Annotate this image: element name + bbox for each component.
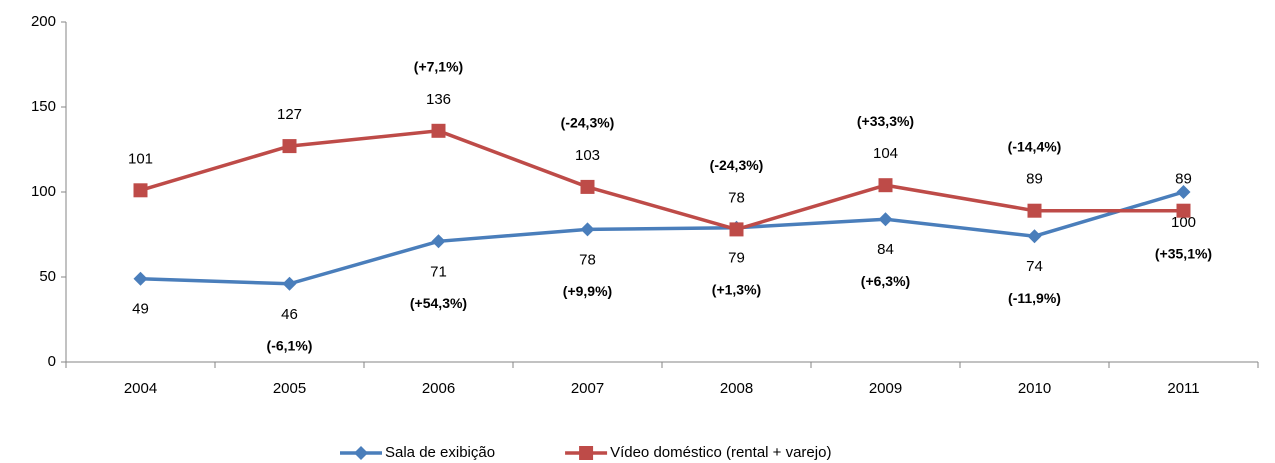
data-label: 89 bbox=[1175, 171, 1192, 188]
y-tick-label: 0 bbox=[48, 353, 56, 370]
point-marker bbox=[431, 123, 446, 138]
change-label: (+33,3%) bbox=[857, 113, 914, 129]
change-label: (-24,3%) bbox=[710, 157, 764, 173]
series-line bbox=[140, 190, 1184, 286]
x-tick-label: 2004 bbox=[124, 380, 157, 397]
change-label: (-11,9%) bbox=[1008, 290, 1061, 306]
data-label: 46 bbox=[281, 306, 298, 323]
data-label: 49 bbox=[132, 301, 149, 318]
data-label: 89 bbox=[1026, 171, 1043, 188]
y-tick-label: 150 bbox=[31, 98, 56, 115]
data-label: 79 bbox=[728, 250, 745, 267]
point-marker bbox=[133, 183, 148, 198]
point-marker bbox=[133, 271, 148, 286]
x-tick-label: 2008 bbox=[720, 380, 753, 397]
x-tick-label: 2007 bbox=[571, 380, 604, 397]
data-label: 100 bbox=[1171, 214, 1196, 231]
point-marker bbox=[1027, 229, 1042, 244]
point-marker bbox=[282, 139, 297, 154]
y-tick-label: 200 bbox=[31, 13, 56, 30]
legend-label: Sala de exibição bbox=[385, 444, 495, 461]
point-marker bbox=[729, 222, 744, 237]
data-label: 78 bbox=[728, 189, 745, 206]
point-marker bbox=[1027, 203, 1042, 218]
data-label: 84 bbox=[877, 241, 894, 258]
point-marker bbox=[580, 222, 595, 237]
point-marker bbox=[1176, 185, 1191, 199]
data-label: 74 bbox=[1026, 258, 1043, 275]
y-tick-label: 100 bbox=[31, 183, 56, 200]
legend-marker bbox=[579, 446, 594, 460]
data-label: 104 bbox=[873, 145, 898, 162]
data-label: 71 bbox=[430, 263, 447, 280]
point-marker bbox=[878, 178, 893, 193]
point-marker bbox=[878, 212, 893, 227]
point-marker bbox=[1176, 203, 1191, 218]
change-label: (-6,1%) bbox=[267, 338, 313, 354]
legend-label: Vídeo doméstico (rental + varejo) bbox=[610, 444, 831, 461]
legend: Sala de exibição Vídeo doméstico (rental … bbox=[340, 444, 831, 461]
data-label: 78 bbox=[579, 251, 596, 268]
point-marker bbox=[580, 179, 595, 194]
point-marker bbox=[282, 276, 297, 291]
x-tick-label: 2006 bbox=[422, 380, 455, 397]
legend-marker bbox=[354, 446, 368, 460]
change-label: (-14,4%) bbox=[1008, 138, 1062, 154]
x-tick-label: 2009 bbox=[869, 380, 902, 397]
change-label: (+1,3%) bbox=[712, 281, 761, 297]
x-tick-label: 2010 bbox=[1018, 380, 1051, 397]
change-label: (-24,3%) bbox=[561, 115, 615, 131]
change-label: (+9,9%) bbox=[563, 283, 612, 299]
x-tick-label: 2005 bbox=[273, 380, 306, 397]
data-label: 127 bbox=[277, 106, 302, 123]
data-label: 101 bbox=[128, 150, 153, 167]
series-line bbox=[140, 129, 1184, 232]
change-label: (+6,3%) bbox=[861, 273, 910, 289]
point-marker bbox=[431, 234, 446, 249]
change-label: (+35,1%) bbox=[1155, 246, 1212, 262]
change-label: (+7,1%) bbox=[414, 59, 463, 75]
x-tick-label: 2011 bbox=[1167, 380, 1199, 397]
data-label: 103 bbox=[575, 147, 600, 164]
change-label: (+54,3%) bbox=[410, 295, 467, 311]
y-tick-label: 50 bbox=[39, 268, 56, 285]
data-label: 136 bbox=[426, 91, 451, 108]
